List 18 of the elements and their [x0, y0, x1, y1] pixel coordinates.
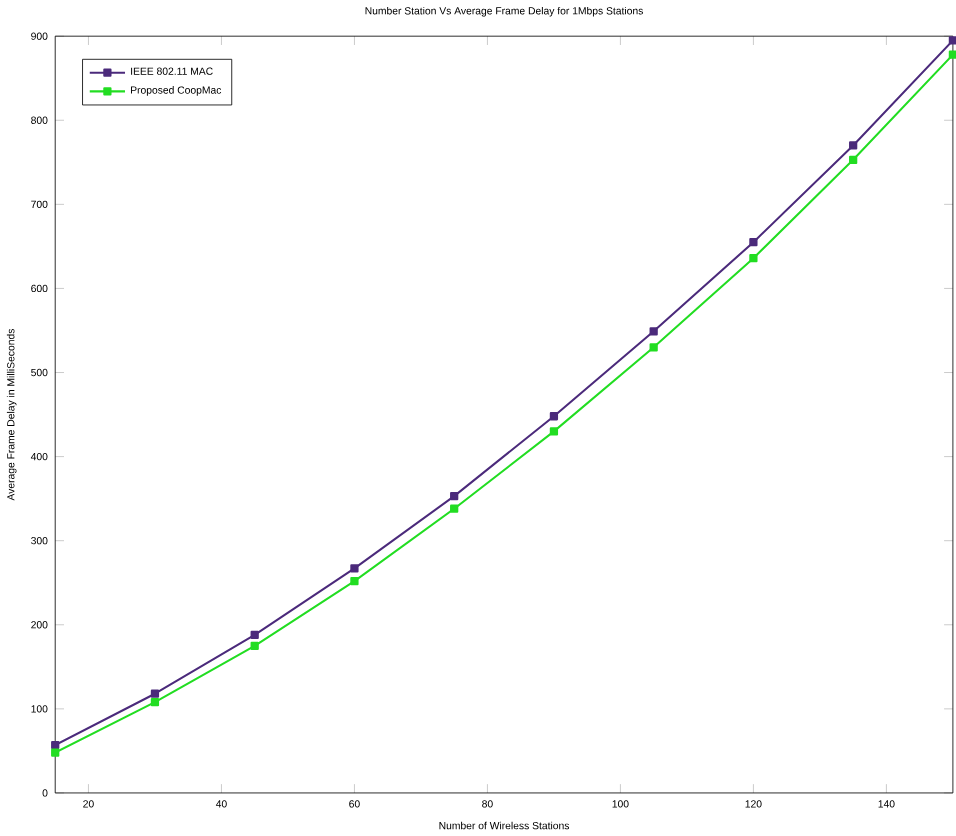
point	[350, 564, 359, 573]
point	[849, 155, 858, 164]
point	[549, 412, 559, 421]
point	[250, 641, 259, 650]
point	[849, 141, 858, 150]
point	[150, 697, 160, 707]
point	[350, 576, 359, 586]
point	[450, 491, 459, 501]
point	[250, 630, 259, 639]
point	[51, 748, 60, 757]
point	[749, 253, 758, 263]
point	[51, 740, 60, 750]
point	[450, 504, 459, 513]
point	[150, 689, 160, 698]
point	[649, 327, 658, 336]
point	[549, 427, 559, 436]
point	[749, 237, 758, 247]
point	[649, 343, 658, 352]
